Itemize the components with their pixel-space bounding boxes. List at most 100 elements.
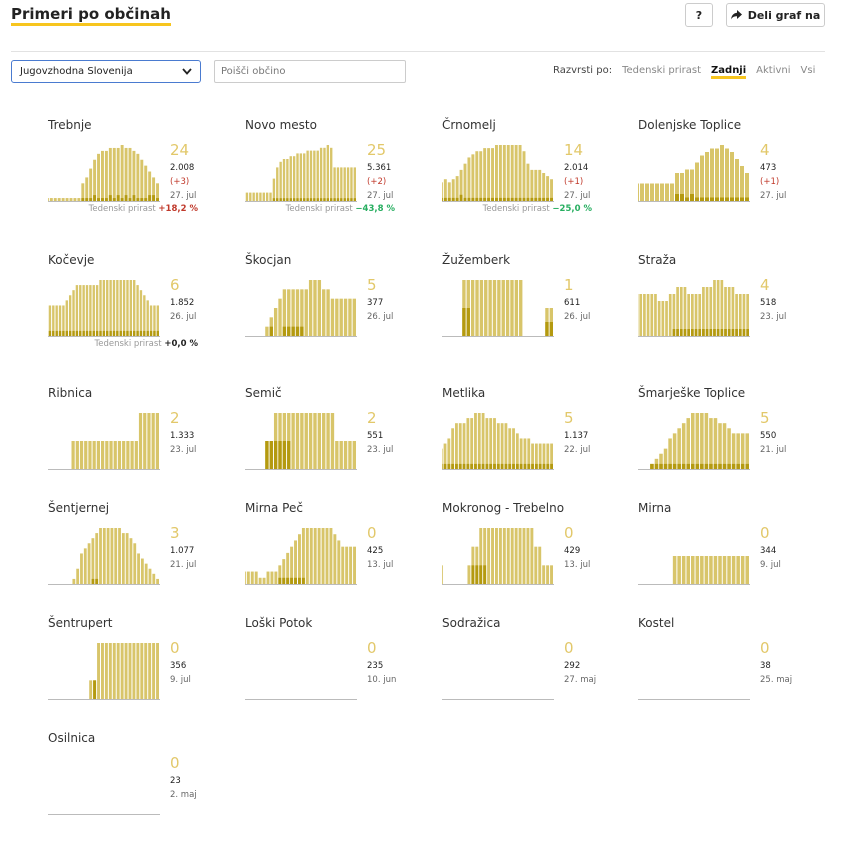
help-button[interactable]: ? [685, 3, 713, 27]
bar-new [69, 331, 71, 336]
bar [723, 423, 727, 469]
bar [455, 423, 458, 469]
bar-new [120, 331, 122, 336]
page-title: Primeri po občinah [11, 5, 171, 26]
bar-new [743, 329, 746, 336]
bar-new [467, 308, 470, 336]
bar [740, 166, 744, 201]
bar [149, 569, 152, 584]
bar-new [344, 198, 346, 201]
bar-new [539, 464, 542, 469]
bar [147, 300, 149, 336]
bar [326, 413, 329, 469]
bar [538, 170, 541, 201]
total-count: 611 [564, 298, 580, 308]
bar [86, 285, 88, 336]
bar [318, 413, 321, 469]
bar-new [282, 578, 285, 584]
bar [484, 280, 487, 336]
bar [353, 441, 356, 469]
bar [493, 280, 496, 336]
bar [278, 299, 281, 336]
bar [300, 413, 303, 469]
bar [713, 280, 716, 336]
sort-option-aktivni[interactable]: Aktivni [756, 65, 790, 79]
bar [251, 572, 254, 584]
bar [140, 643, 143, 699]
share-button[interactable]: Deli graf na [726, 3, 825, 27]
bar-new [136, 198, 139, 201]
bar-new [452, 198, 455, 201]
weekly-growth-value: +0,0 % [164, 339, 198, 349]
bar [97, 643, 100, 699]
bar [710, 149, 714, 202]
bar [88, 441, 91, 469]
bar [471, 154, 474, 201]
bar-new [482, 464, 485, 469]
bar [736, 556, 740, 584]
municipality-bar-chart [638, 523, 756, 585]
municipality-name: Šentrupert [48, 616, 113, 630]
region-select[interactable]: Jugovzhodna Slovenija [11, 60, 201, 83]
share-button-label: Deli graf na [748, 9, 821, 22]
bar [463, 423, 466, 469]
sort-option-vsi[interactable]: Vsi [801, 65, 816, 79]
bar [270, 572, 273, 584]
municipality-bar-chart [638, 408, 756, 470]
bar-new [503, 198, 506, 201]
weekly-growth: Tedenski prirast −25,0 % [483, 204, 592, 214]
municipality-name: Metlika [442, 386, 485, 400]
bar [126, 533, 129, 584]
bar [459, 423, 462, 469]
total-count: 1.333 [170, 431, 194, 441]
bar [519, 145, 522, 201]
bar [145, 564, 148, 584]
bar [745, 173, 749, 201]
bar [105, 643, 108, 699]
bar-new [143, 331, 145, 336]
bar [512, 428, 515, 469]
bar-new [691, 329, 694, 336]
bar-new [508, 464, 511, 469]
bar [331, 299, 334, 336]
weekly-growth-value: −25,0 % [552, 204, 592, 214]
bar-new [123, 331, 125, 336]
bar-new [471, 198, 474, 201]
weekly-growth-label: Tedenski prirast [286, 204, 353, 214]
municipality-name: Žužemberk [442, 253, 510, 267]
bar [133, 280, 135, 336]
sort-option-tedenski-prirast[interactable]: Tedenski prirast [622, 65, 701, 79]
search-input[interactable] [214, 60, 406, 83]
bar [58, 198, 61, 201]
bar [101, 441, 104, 469]
bar [347, 167, 349, 201]
bar-new [673, 464, 677, 469]
bar [89, 285, 91, 336]
weekly-growth: Tedenski prirast −43,8 % [286, 204, 395, 214]
bar [274, 572, 277, 584]
bar [353, 299, 356, 336]
municipality-name: Kočevje [48, 253, 94, 267]
sort-option-zadnji[interactable]: Zadnji [711, 65, 746, 79]
